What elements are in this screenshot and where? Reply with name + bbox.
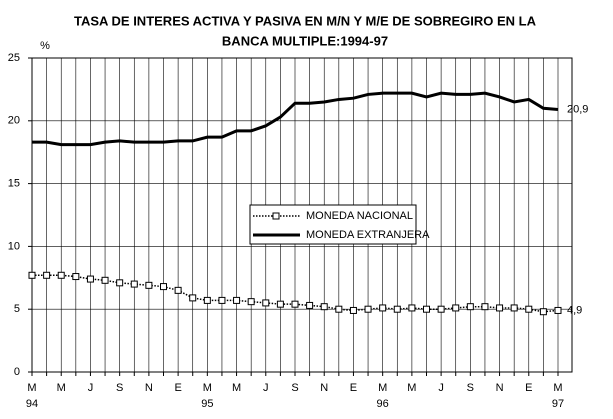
- x-tick-label: E: [174, 382, 181, 394]
- x-tick-label: M: [553, 382, 562, 394]
- x-tick-label: E: [525, 382, 532, 394]
- x-tick-label: E: [350, 382, 357, 394]
- point-marker: [116, 279, 124, 287]
- x-tick-label: M: [57, 382, 66, 394]
- point-marker: [349, 306, 357, 314]
- point-marker: [554, 306, 562, 314]
- point-marker: [335, 305, 343, 313]
- y-tick-label: 15: [8, 178, 20, 190]
- point-marker: [481, 303, 489, 311]
- point-marker: [130, 280, 138, 288]
- y-tick-label: 5: [14, 303, 20, 315]
- y-tick-label: 20: [8, 115, 20, 127]
- legend-marker: [272, 212, 280, 220]
- point-marker: [510, 304, 518, 312]
- point-marker: [437, 305, 445, 313]
- point-marker: [276, 300, 284, 308]
- data-label: 20,9: [567, 103, 588, 115]
- point-marker: [496, 304, 504, 312]
- x-tick-label: M: [203, 382, 212, 394]
- point-marker: [233, 296, 241, 304]
- y-tick-label: 10: [8, 240, 20, 252]
- x-year-label: 97: [552, 398, 564, 410]
- point-marker: [160, 283, 167, 291]
- x-tick-label: S: [467, 382, 474, 394]
- point-marker: [291, 300, 299, 308]
- x-tick-label: J: [88, 382, 94, 394]
- x-tick-label: M: [378, 382, 387, 394]
- point-marker: [189, 294, 197, 302]
- point-marker: [72, 273, 80, 281]
- point-marker: [364, 305, 372, 313]
- x-tick-label: M: [232, 382, 241, 394]
- y-axis-label: %: [40, 40, 50, 52]
- legend-box: [249, 204, 417, 245]
- x-tick-label: S: [291, 382, 298, 394]
- x-tick-label: M: [407, 382, 416, 394]
- x-tick-label: J: [438, 382, 444, 394]
- point-marker: [525, 305, 533, 313]
- x-tick-label: S: [116, 382, 123, 394]
- x-tick-label: N: [320, 382, 328, 394]
- point-marker: [466, 303, 474, 311]
- series-line: [32, 91, 559, 147]
- x-tick-label: N: [145, 382, 153, 394]
- point-marker: [203, 296, 211, 304]
- x-tick-label: J: [263, 382, 269, 394]
- x-tick-label: N: [496, 382, 504, 394]
- point-marker: [393, 305, 401, 313]
- x-tick-label: M: [27, 382, 36, 394]
- point-marker: [43, 271, 51, 279]
- point-marker: [379, 304, 387, 312]
- point-marker: [320, 303, 328, 311]
- point-marker: [145, 281, 153, 289]
- y-tick-label: 25: [8, 52, 20, 64]
- point-marker: [247, 298, 255, 306]
- point-marker: [174, 286, 182, 294]
- point-marker: [408, 304, 416, 312]
- point-marker: [57, 271, 65, 279]
- legend-label: MONEDA EXTRANJERA: [306, 229, 430, 241]
- point-marker: [306, 301, 314, 309]
- plot-frame: [31, 57, 573, 373]
- x-year-label: 95: [201, 398, 213, 410]
- x-year-label: 94: [26, 398, 38, 410]
- point-marker: [423, 305, 430, 313]
- x-year-label: 96: [377, 398, 389, 410]
- y-tick-label: 0: [14, 366, 20, 378]
- point-marker: [262, 299, 270, 307]
- data-label: 4,9: [567, 304, 582, 316]
- point-marker: [28, 271, 36, 279]
- point-marker: [539, 308, 547, 316]
- chart-title: TASA DE INTERES ACTIVA Y PASIVA EN M/N Y…: [74, 13, 537, 28]
- point-marker: [86, 275, 94, 283]
- point-marker: [218, 296, 226, 304]
- point-marker: [101, 276, 109, 284]
- legend-label: MONEDA NACIONAL: [306, 210, 413, 222]
- point-marker: [452, 304, 460, 312]
- chart-title: BANCA MULTIPLE:1994-97: [222, 33, 388, 48]
